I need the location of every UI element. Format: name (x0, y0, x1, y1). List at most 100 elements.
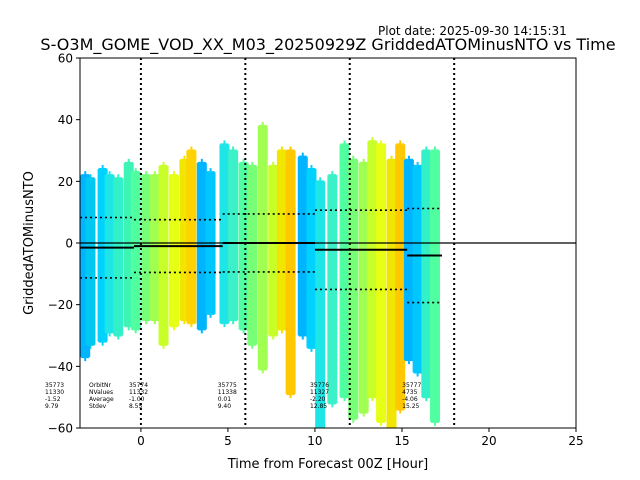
point-marker-18-0 (248, 161, 257, 170)
point-marker-6-0 (131, 168, 140, 177)
point-marker-0-0 (81, 171, 90, 180)
point-marker-14-0 (206, 168, 215, 177)
point-marker-24-1 (307, 343, 316, 352)
point-marker-5-0 (124, 158, 133, 167)
point-marker-16-0 (229, 146, 238, 155)
point-column-17 (238, 162, 249, 330)
orbit-stat-3-2: -2.20 (310, 396, 326, 403)
point-marker-30-1 (368, 393, 377, 402)
point-marker-1-1 (86, 340, 95, 349)
point-marker-6-1 (131, 325, 140, 334)
point-marker-27-0 (340, 140, 349, 149)
point-marker-23-0 (298, 152, 307, 161)
point-marker-9-0 (159, 161, 168, 170)
orbit-stat-3-0: 35776 (310, 382, 329, 389)
x-tick-label-5: 25 (568, 434, 583, 448)
point-marker-27-1 (340, 393, 349, 402)
point-column-0 (80, 175, 91, 358)
point-marker-25-0 (316, 177, 325, 186)
orbit-stat-4-2: -4.06 (402, 396, 418, 403)
point-marker-34-0 (404, 155, 413, 164)
point-marker-37-1 (431, 417, 440, 426)
point-marker-32-1 (387, 424, 396, 428)
point-marker-15-0 (220, 140, 229, 149)
orbit-stat-0-3: 9.79 (45, 403, 59, 410)
point-column-26 (327, 175, 338, 404)
point-marker-26-0 (328, 171, 337, 180)
point-marker-1-0 (86, 174, 95, 183)
point-column-33 (395, 144, 406, 410)
point-marker-24-0 (307, 165, 316, 173)
point-column-34 (403, 159, 414, 361)
point-marker-10-1 (169, 322, 178, 331)
point-column-5 (123, 162, 134, 327)
point-marker-2-1 (98, 337, 107, 346)
point-marker-33-1 (396, 405, 405, 414)
point-marker-25-1 (316, 424, 325, 428)
y-tick-label-3: 0 (65, 237, 73, 251)
point-marker-31-1 (377, 417, 386, 426)
point-column-10 (168, 175, 179, 327)
point-column-20 (268, 165, 279, 336)
point-column-9 (158, 165, 169, 345)
point-marker-30-0 (368, 137, 377, 146)
point-column-6 (130, 172, 141, 330)
point-column-1 (85, 178, 96, 345)
point-column-19 (257, 125, 268, 370)
point-column-21 (276, 150, 287, 330)
orbit-stat-4-3: 15.25 (402, 403, 419, 410)
point-column-4 (113, 178, 124, 336)
point-column-11 (179, 159, 190, 321)
plot-date: Plot date: 2025-09-30 14:15:31 (378, 24, 567, 38)
point-column-32 (386, 159, 397, 428)
x-ticks: 0 5 10 15 20 25 (137, 428, 584, 448)
orbit-stat-1-0: 35774 (129, 382, 148, 389)
orbit-stat-0-2: -1.52 (45, 396, 61, 403)
point-marker-35-1 (413, 368, 422, 377)
orbit-stat-1-3: 8.55 (129, 403, 143, 410)
point-marker-36-0 (422, 146, 431, 155)
chart-title: S-O3M_GOME_VOD_XX_M03_20250929Z GriddedA… (40, 35, 615, 55)
point-column-3 (104, 175, 115, 333)
orbit-stat-4-1: 4735 (402, 389, 417, 396)
stats-legend-label-1: NValues (89, 389, 113, 396)
point-marker-33-0 (396, 140, 405, 149)
point-column-12 (186, 150, 197, 324)
point-marker-31-0 (377, 140, 386, 149)
x-tick-label-0: 0 (137, 434, 145, 448)
point-marker-22-1 (286, 390, 295, 399)
y-tick-label-2: 20 (58, 175, 73, 189)
point-column-35 (412, 165, 423, 373)
orbit-stat-2-1: 11338 (218, 389, 237, 396)
y-axis-label: GriddedATOMinusNTO (22, 171, 37, 315)
orbit-stat-2-2: 0.01 (218, 396, 232, 403)
point-marker-21-1 (277, 325, 286, 334)
point-column-8 (149, 175, 160, 321)
point-marker-34-1 (404, 356, 413, 365)
orbit-stat-3-1: 11327 (310, 389, 329, 396)
point-marker-19-1 (258, 365, 267, 374)
point-marker-10-0 (169, 171, 178, 180)
orbit-stat-1-1: 11332 (129, 389, 148, 396)
orbit-stat-0-1: 11330 (45, 389, 64, 396)
point-column-22 (285, 150, 296, 395)
point-column-36 (421, 150, 432, 398)
orbit-stat-2-3: 9.40 (218, 403, 232, 410)
point-marker-29-1 (359, 408, 368, 417)
x-tick-label-3: 15 (394, 434, 409, 448)
point-marker-12-0 (187, 146, 196, 155)
point-marker-35-0 (413, 161, 422, 170)
point-column-31 (376, 144, 387, 422)
point-column-24 (306, 169, 317, 348)
y-ticks: 60 40 20 0 −20 −40 −60 (48, 52, 80, 436)
point-column-16 (228, 150, 239, 321)
x-tick-label-1: 5 (224, 434, 232, 448)
point-marker-8-0 (150, 171, 159, 180)
point-marker-15-1 (220, 319, 229, 328)
orbit-stat-1-2: -1.00 (129, 396, 145, 403)
orbit-stat-2-0: 35775 (218, 382, 237, 389)
y-tick-label-6: −60 (48, 422, 73, 436)
y-tick-label-1: 40 (58, 113, 73, 127)
point-marker-19-0 (258, 121, 267, 130)
data-points (80, 121, 441, 428)
